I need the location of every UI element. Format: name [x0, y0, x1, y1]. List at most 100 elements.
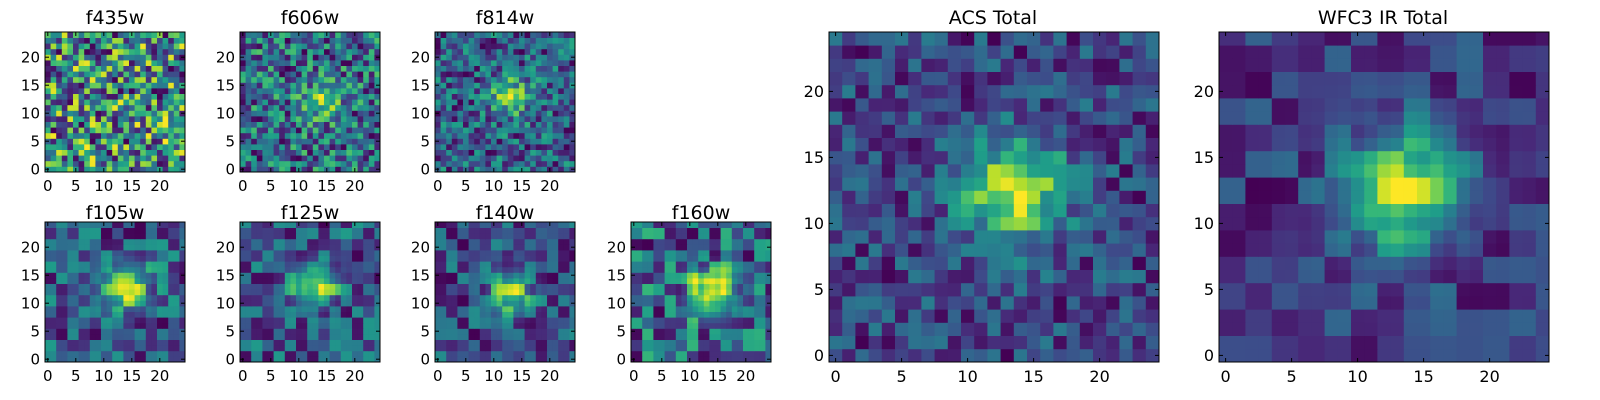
heatmap-cell — [78, 54, 85, 61]
heatmap-cell — [101, 227, 107, 234]
heatmap-cell — [524, 328, 531, 335]
heatmap-cell — [1106, 203, 1120, 218]
heatmap-cell — [463, 306, 469, 312]
heatmap-cell — [112, 166, 119, 173]
heatmap-cell — [440, 88, 447, 94]
heatmap-cell — [245, 356, 252, 363]
heatmap-cell — [726, 233, 733, 240]
heatmap-cell — [491, 350, 497, 357]
heatmap-cell — [262, 76, 269, 83]
heatmap-cell — [1132, 282, 1147, 297]
heatmap-cell — [134, 43, 141, 50]
heatmap-cell — [636, 222, 643, 228]
heatmap-cell — [726, 289, 733, 296]
y-tick-label: 5 — [420, 132, 430, 150]
heatmap-cell — [296, 127, 302, 134]
heatmap-cell — [636, 283, 643, 290]
heatmap-cell — [307, 233, 314, 240]
heatmap-cell — [737, 244, 744, 251]
heatmap-cell — [279, 272, 286, 279]
heatmap-cell — [743, 272, 749, 279]
heatmap-cell — [363, 32, 370, 38]
heatmap-cell — [50, 149, 57, 156]
heatmap-cell — [346, 339, 353, 346]
heatmap-cell — [61, 121, 68, 128]
heatmap-cell — [296, 76, 302, 83]
heatmap-cell — [89, 166, 96, 173]
heatmap-cell — [251, 311, 258, 318]
heatmap-cell — [881, 256, 896, 270]
heatmap-cell — [463, 88, 469, 94]
heatmap-cell — [479, 160, 486, 167]
heatmap-cell — [273, 37, 280, 44]
heatmap-cell — [474, 138, 481, 145]
heatmap-cell — [56, 255, 63, 262]
heatmap-cell — [140, 48, 147, 55]
heatmap-cell — [709, 222, 716, 228]
heatmap-cell — [1013, 335, 1028, 350]
heatmap-cell — [256, 261, 263, 268]
heatmap-cell — [670, 222, 677, 228]
heatmap-cell — [335, 149, 342, 156]
heatmap-cell — [67, 238, 74, 245]
heatmap-cell — [240, 127, 246, 134]
heatmap-cell — [67, 339, 74, 346]
heatmap-cell — [829, 190, 843, 204]
heatmap-cell — [502, 300, 509, 307]
heatmap-cell — [535, 155, 542, 162]
heatmap-cell — [335, 334, 342, 340]
heatmap-cell — [352, 71, 358, 78]
heatmap-cell — [474, 155, 481, 162]
heatmap-cell — [50, 345, 57, 352]
heatmap-cell — [569, 104, 576, 111]
heatmap-cell — [647, 345, 654, 352]
heatmap-cell — [675, 322, 682, 329]
heatmap-cell — [664, 306, 671, 312]
heatmap-cell — [670, 334, 677, 340]
heatmap-cell — [112, 266, 119, 273]
heatmap-cell — [307, 227, 314, 234]
heatmap-cell — [491, 65, 497, 72]
heatmap-cell — [552, 37, 559, 44]
heatmap-cell — [61, 32, 68, 38]
heatmap-cell — [245, 266, 252, 273]
heatmap-cell — [329, 99, 336, 106]
heatmap-cell — [45, 60, 51, 66]
heatmap-cell — [491, 261, 497, 268]
heatmap-cell — [307, 37, 314, 44]
heatmap-cell — [451, 54, 458, 61]
heatmap-cell — [647, 334, 654, 340]
heatmap-cell — [535, 266, 542, 273]
heatmap-cell — [368, 160, 375, 167]
heatmap-cell — [335, 82, 342, 89]
heatmap-cell — [1119, 164, 1133, 178]
heatmap-cell — [73, 334, 79, 340]
heatmap-cell — [112, 43, 119, 50]
heatmap-cell — [558, 166, 565, 173]
heatmap-cell — [151, 334, 158, 340]
heatmap-cell — [140, 345, 147, 352]
heatmap-cell — [140, 238, 147, 245]
heatmap-cell — [479, 339, 486, 346]
heatmap-cell — [112, 238, 119, 245]
heatmap-cell — [245, 88, 252, 94]
heatmap-cell — [363, 356, 370, 363]
heatmap-cell — [89, 272, 96, 279]
heatmap-cell — [842, 150, 856, 165]
heatmap-cell — [552, 48, 559, 55]
heatmap-cell — [1066, 296, 1081, 310]
heatmap-cell — [731, 328, 738, 335]
heatmap-cell — [151, 278, 158, 284]
heatmap-cell — [151, 48, 158, 55]
heatmap-cell — [765, 222, 772, 228]
heatmap-cell — [446, 71, 453, 78]
x-tick-label: 10 — [289, 367, 308, 385]
heatmap-cell — [440, 289, 447, 296]
heatmap-cell — [513, 149, 520, 156]
heatmap-cell — [67, 160, 74, 167]
heatmap-cell — [262, 155, 269, 162]
heatmap-cell — [1013, 256, 1028, 270]
heatmap-cell — [129, 283, 135, 290]
heatmap-cell — [507, 222, 514, 228]
heatmap-cell — [754, 289, 761, 296]
